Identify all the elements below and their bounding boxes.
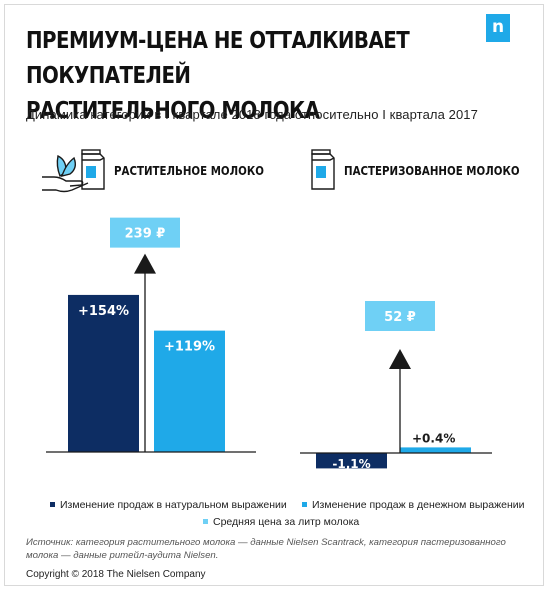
legend-label-volume: Изменение продаж в натуральном выражении: [60, 499, 287, 511]
legend-swatch-price: [203, 518, 208, 524]
data-label-plant-volume: +154%: [78, 304, 129, 319]
category-label-pasteurized-milk: ПАСТЕРИЗОВАННОЕ МОЛОКО: [344, 163, 520, 178]
bar-pasteurized-value: [400, 447, 471, 453]
leaf-hand-icon: [42, 154, 89, 193]
data-label-pasteurized-volume: -1,1%: [332, 457, 370, 471]
price-arrow-pasteurized: [389, 349, 411, 369]
legend-item-volume: Изменение продаж в натуральном выражении: [50, 499, 287, 511]
title-line-2: РАСТИТЕЛЬНОГО МОЛОКА: [26, 98, 320, 124]
bar-pasteurized-volume: [316, 453, 387, 469]
price-box-pasteurized: [365, 301, 435, 331]
nielsen-logo: n: [486, 14, 510, 42]
legend-item-value: Изменение продаж в денежном выражении: [302, 499, 525, 511]
price-label-pasteurized: 52 ₽: [384, 310, 416, 325]
source-note: Источник: категория растительного молока…: [26, 537, 506, 561]
infographic-frame: [4, 4, 544, 586]
legend-label-value: Изменение продаж в денежном выражении: [312, 499, 525, 511]
chart-subtitle: Динамика категорий в I квартале 2018 год…: [26, 107, 478, 122]
legend-label-price: Средняя цена за литр молока: [213, 516, 360, 528]
price-arrow-plant: [134, 253, 156, 274]
bar-plant-value: [154, 330, 225, 452]
bar-plant-volume: [68, 294, 139, 452]
data-label-pasteurized-value: +0.4%: [412, 431, 455, 445]
title-line-1: ПРЕМИУМ-ЦЕНА НЕ ОТТАЛКИВАЕТ ПОКУПАТЕЛЕЙ: [26, 28, 410, 89]
page-title: ПРЕМИУМ-ЦЕНА НЕ ОТТАЛКИВАЕТ ПОКУПАТЕЛЕЙ …: [26, 24, 422, 129]
legend-item-price: Средняя цена за литр молока: [203, 516, 359, 528]
category-label-plant-milk: РАСТИТЕЛЬНОЕ МОЛОКО: [114, 163, 264, 178]
milk-carton-icon: [311, 149, 335, 190]
legend-swatch-value: [302, 501, 307, 507]
price-box-plant: [110, 217, 180, 248]
legend-swatch-volume: [50, 501, 55, 507]
milk-carton-icon: [81, 149, 105, 190]
data-label-plant-value: +119%: [164, 340, 215, 355]
copyright-text: Copyright © 2018 The Nielsen Company: [26, 569, 206, 580]
price-label-plant: 239 ₽: [125, 227, 166, 242]
